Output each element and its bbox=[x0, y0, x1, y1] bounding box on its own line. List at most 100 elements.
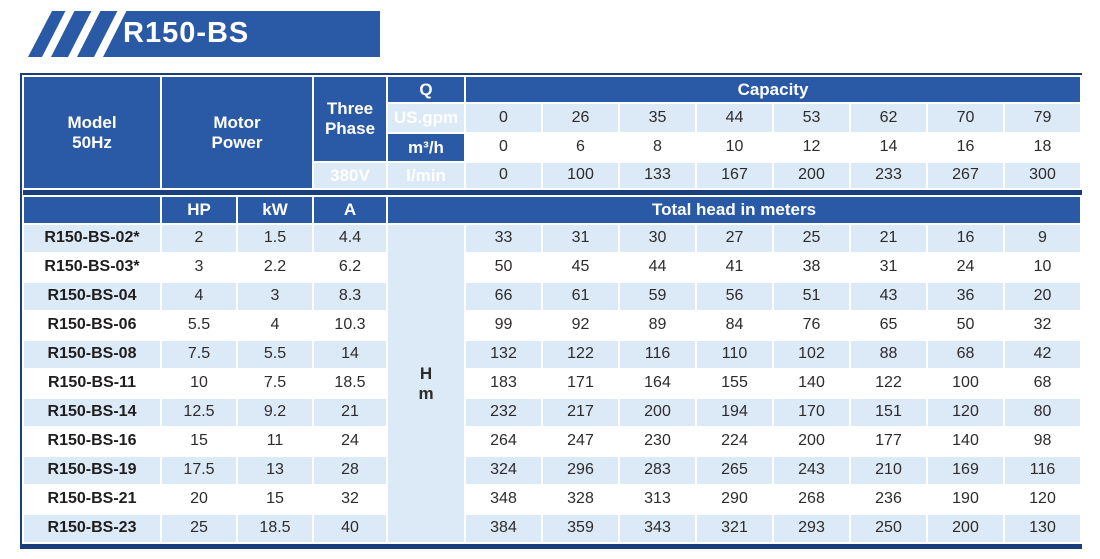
table-row: R150-BS-08 7.5 5.5 14 132 122 116 110 102 88 68 42 bbox=[22, 339, 1082, 370]
model-name-cell: R150-BS-04 bbox=[22, 281, 162, 312]
head-value-cell: 65 bbox=[849, 310, 928, 341]
hp-value-cell: 25 bbox=[160, 513, 238, 544]
head-value-cell: 32 bbox=[1003, 310, 1082, 341]
capacity-value-cell: 44 bbox=[695, 102, 774, 134]
head-value-cell: 232 bbox=[464, 397, 543, 428]
head-value-cell: 250 bbox=[849, 513, 928, 544]
capacity-value-cell: 35 bbox=[618, 102, 697, 134]
head-value-cell: 50 bbox=[926, 310, 1005, 341]
amp-header: A bbox=[312, 195, 388, 225]
head-value-cell: 155 bbox=[695, 368, 774, 399]
head-value-cell: 24 bbox=[926, 252, 1005, 283]
hp-value-cell: 15 bbox=[160, 426, 238, 457]
table-row: R150-BS-06 5.5 4 10.3 99 92 89 84 76 65 50 32 bbox=[22, 310, 1082, 341]
model-name-cell: R150-BS-02* bbox=[22, 223, 162, 254]
head-value-cell: 9 bbox=[1003, 223, 1082, 254]
head-value-cell: 10 bbox=[1003, 252, 1082, 283]
kw-value-cell: 15 bbox=[236, 484, 314, 515]
banner-slash-icon bbox=[42, 11, 75, 57]
head-value-cell: 27 bbox=[695, 223, 774, 254]
capacity-value-cell: 0 bbox=[464, 161, 543, 190]
kw-value-cell: 4 bbox=[236, 310, 314, 341]
head-value-cell: 169 bbox=[926, 455, 1005, 486]
capacity-value-cell: 267 bbox=[926, 161, 1005, 190]
head-value-cell: 183 bbox=[464, 368, 543, 399]
capacity-value-cell: 6 bbox=[541, 132, 620, 163]
head-value-cell: 283 bbox=[618, 455, 697, 486]
q-header: Q bbox=[386, 75, 466, 104]
head-value-cell: 45 bbox=[541, 252, 620, 283]
head-value-cell: 36 bbox=[926, 281, 1005, 312]
amp-value-cell: 32 bbox=[312, 484, 388, 515]
head-unit-line: m bbox=[418, 383, 434, 403]
head-value-cell: 43 bbox=[849, 281, 928, 312]
head-value-cell: 140 bbox=[926, 426, 1005, 457]
head-value-cell: 21 bbox=[849, 223, 928, 254]
head-value-cell: 99 bbox=[464, 310, 543, 341]
hp-value-cell: 2 bbox=[160, 223, 238, 254]
capacity-value-cell: 167 bbox=[695, 161, 774, 190]
capacity-value-cell: 14 bbox=[849, 132, 928, 163]
head-unit-line: H bbox=[419, 363, 433, 383]
head-value-cell: 51 bbox=[772, 281, 851, 312]
head-value-cell: 200 bbox=[618, 397, 697, 428]
capacity-value-cell: 300 bbox=[1003, 161, 1082, 190]
capacity-value-cell: 233 bbox=[849, 161, 928, 190]
head-value-cell: 100 bbox=[926, 368, 1005, 399]
head-value-cell: 194 bbox=[695, 397, 774, 428]
table-row: R150-BS-04 4 3 8.3 66 61 59 56 51 43 36 20 bbox=[22, 281, 1082, 312]
table-row: R150-BS-23 25 18.5 40 384 359 343 321 293 250 200 1… bbox=[22, 513, 1082, 544]
kw-value-cell: 13 bbox=[236, 455, 314, 486]
capacity-value-cell: 100 bbox=[541, 161, 620, 190]
head-value-cell: 268 bbox=[772, 484, 851, 515]
head-value-cell: 321 bbox=[695, 513, 774, 544]
head-value-cell: 200 bbox=[926, 513, 1005, 544]
capacity-value-cell: 133 bbox=[618, 161, 697, 190]
capacity-value-cell: 79 bbox=[1003, 102, 1082, 134]
head-value-cell: 33 bbox=[464, 223, 543, 254]
head-value-cell: 324 bbox=[464, 455, 543, 486]
capacity-value-cell: 53 bbox=[772, 102, 851, 134]
motor-power-header: Motor Power bbox=[160, 75, 314, 190]
head-value-cell: 171 bbox=[541, 368, 620, 399]
product-title: R150-BS bbox=[123, 16, 250, 49]
amp-value-cell: 24 bbox=[312, 426, 388, 457]
head-value-cell: 68 bbox=[926, 339, 1005, 370]
model-name-cell: R150-BS-16 bbox=[22, 426, 162, 457]
total-head-header: Total head in meters bbox=[386, 195, 1082, 225]
kw-value-cell: 11 bbox=[236, 426, 314, 457]
banner-slash-icon bbox=[94, 11, 127, 57]
head-value-cell: 89 bbox=[618, 310, 697, 341]
head-value-cell: 41 bbox=[695, 252, 774, 283]
amp-value-cell: 10.3 bbox=[312, 310, 388, 341]
head-value-cell: 59 bbox=[618, 281, 697, 312]
hp-value-cell: 20 bbox=[160, 484, 238, 515]
spec-table: Model 50Hz Motor Power Three Phase Q Cap… bbox=[22, 75, 1082, 544]
amp-value-cell: 40 bbox=[312, 513, 388, 544]
head-value-cell: 80 bbox=[1003, 397, 1082, 428]
head-value-cell: 359 bbox=[541, 513, 620, 544]
head-value-cell: 56 bbox=[695, 281, 774, 312]
amp-value-cell: 8.3 bbox=[312, 281, 388, 312]
head-value-cell: 264 bbox=[464, 426, 543, 457]
capacity-value-cell: 18 bbox=[1003, 132, 1082, 163]
voltage-cell: 380V bbox=[312, 161, 388, 190]
head-value-cell: 116 bbox=[618, 339, 697, 370]
three-phase-header: Three Phase bbox=[312, 75, 388, 163]
head-value-cell: 61 bbox=[541, 281, 620, 312]
header-separator bbox=[23, 189, 1081, 196]
head-value-cell: 296 bbox=[541, 455, 620, 486]
head-value-cell: 265 bbox=[695, 455, 774, 486]
hp-value-cell: 12.5 bbox=[160, 397, 238, 428]
head-value-cell: 42 bbox=[1003, 339, 1082, 370]
head-value-cell: 98 bbox=[1003, 426, 1082, 457]
table-row: R150-BS-14 12.5 9.2 21 232 217 200 194 170 151 120… bbox=[22, 397, 1082, 428]
head-value-cell: 31 bbox=[541, 223, 620, 254]
hp-value-cell: 4 bbox=[160, 281, 238, 312]
head-value-cell: 343 bbox=[618, 513, 697, 544]
power-label: Power bbox=[211, 132, 263, 152]
head-value-cell: 290 bbox=[695, 484, 774, 515]
model-column-header: Model 50Hz bbox=[22, 75, 162, 190]
